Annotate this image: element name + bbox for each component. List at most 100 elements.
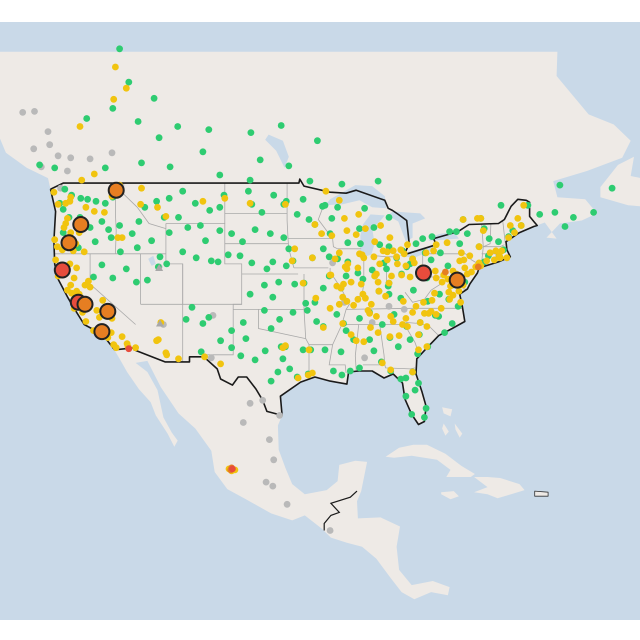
good-aqi-marker bbox=[303, 307, 311, 314]
moderate-aqi-marker bbox=[341, 215, 348, 222]
moderate-aqi-marker bbox=[387, 366, 395, 374]
great-lake bbox=[387, 211, 426, 242]
moderate-aqi-marker bbox=[383, 256, 391, 264]
moderate-aqi-marker bbox=[360, 338, 368, 346]
moderate-aqi-marker bbox=[333, 282, 341, 290]
moderate-aqi-marker bbox=[360, 254, 368, 262]
good-aqi-marker bbox=[321, 346, 329, 354]
unhealthy-aqi-marker bbox=[125, 345, 133, 353]
moderate-aqi-marker bbox=[50, 188, 58, 196]
moderate-aqi-marker bbox=[374, 329, 382, 336]
moderate-aqi-marker bbox=[93, 307, 101, 314]
no-data-marker bbox=[207, 354, 215, 362]
highlighted-monitors bbox=[53, 181, 466, 341]
good-aqi-marker bbox=[410, 286, 417, 294]
moderate-aqi-marker bbox=[82, 203, 90, 211]
good-aqi-marker bbox=[205, 126, 213, 133]
good-aqi-marker bbox=[293, 211, 301, 218]
great-salt-lake bbox=[148, 255, 156, 266]
good-aqi-marker bbox=[91, 238, 99, 246]
moderate-aqi-marker bbox=[318, 230, 325, 238]
usg-site-marker bbox=[107, 181, 125, 199]
moderate-aqi-marker bbox=[352, 231, 360, 239]
no-data-marker bbox=[19, 109, 27, 116]
no-data-marker bbox=[259, 396, 267, 404]
good-aqi-marker bbox=[217, 337, 225, 345]
good-aqi-marker bbox=[276, 316, 283, 323]
cuba-landmass bbox=[385, 444, 475, 477]
good-aqi-marker bbox=[342, 272, 350, 280]
moderate-aqi-marker bbox=[354, 264, 362, 272]
good-aqi-marker bbox=[165, 194, 173, 202]
moderate-aqi-marker bbox=[404, 323, 411, 330]
good-aqi-marker bbox=[354, 269, 362, 277]
good-aqi-marker bbox=[246, 176, 254, 184]
good-aqi-marker bbox=[156, 253, 164, 261]
good-aqi-marker bbox=[437, 249, 444, 257]
good-aqi-marker bbox=[556, 181, 564, 189]
moderate-aqi-marker bbox=[388, 272, 395, 280]
usg-aqi-marker bbox=[474, 263, 482, 271]
moderate-aqi-marker bbox=[422, 249, 430, 257]
good-aqi-marker bbox=[83, 115, 91, 122]
moderate-aqi-marker bbox=[114, 234, 122, 242]
good-aqi-marker bbox=[256, 156, 264, 164]
map-viewport[interactable] bbox=[0, 22, 640, 620]
good-aqi-marker bbox=[444, 262, 452, 270]
moderate-aqi-marker bbox=[82, 318, 90, 325]
moderate-aqi-marker bbox=[110, 95, 118, 103]
moderate-aqi-marker bbox=[64, 286, 71, 294]
good-aqi-marker bbox=[412, 240, 420, 248]
good-aqi-marker bbox=[107, 234, 115, 242]
no-data-marker bbox=[239, 419, 247, 426]
good-aqi-marker bbox=[463, 230, 471, 238]
moderate-aqi-marker bbox=[438, 278, 446, 286]
no-data-marker bbox=[30, 145, 38, 153]
station-triangle-marker bbox=[155, 319, 164, 327]
good-aqi-marker bbox=[299, 195, 307, 203]
good-aqi-marker bbox=[338, 371, 346, 379]
usg-site-marker bbox=[72, 216, 90, 233]
good-aqi-marker bbox=[205, 314, 213, 321]
good-aqi-marker bbox=[441, 329, 448, 336]
good-aqi-marker bbox=[274, 368, 282, 376]
good-aqi-marker bbox=[248, 259, 256, 267]
moderate-aqi-marker bbox=[367, 300, 375, 308]
good-aqi-marker bbox=[356, 225, 363, 233]
good-aqi-marker bbox=[197, 348, 205, 356]
moderate-aqi-marker bbox=[409, 368, 416, 376]
moderate-aqi-marker bbox=[112, 63, 119, 71]
no-data-marker bbox=[246, 399, 254, 407]
good-aqi-marker bbox=[397, 375, 405, 383]
moderate-aqi-marker bbox=[80, 248, 88, 256]
moderate-aqi-marker bbox=[468, 268, 475, 276]
good-aqi-marker bbox=[346, 367, 354, 375]
moderate-aqi-marker bbox=[90, 208, 98, 215]
good-aqi-marker bbox=[128, 230, 136, 238]
moderate-aqi-marker bbox=[331, 255, 339, 263]
moderate-aqi-marker bbox=[385, 279, 393, 287]
good-aqi-marker bbox=[385, 214, 393, 221]
good-aqi-marker bbox=[175, 214, 182, 221]
good-aqi-marker bbox=[228, 344, 236, 352]
moderate-aqi-marker bbox=[423, 343, 431, 351]
no-data-marker bbox=[385, 302, 393, 310]
moderate-aqi-marker bbox=[394, 260, 401, 268]
moderate-aqi-marker bbox=[377, 222, 384, 229]
moderate-aqi-marker bbox=[412, 302, 420, 310]
good-aqi-marker bbox=[166, 163, 174, 171]
lake-winnipeg bbox=[265, 134, 289, 168]
good-aqi-marker bbox=[344, 239, 352, 247]
moderate-aqi-marker bbox=[85, 277, 92, 285]
air-quality-map[interactable] bbox=[0, 22, 640, 620]
good-aqi-marker bbox=[133, 278, 140, 286]
good-aqi-marker bbox=[153, 197, 161, 205]
no-data-marker bbox=[262, 478, 270, 486]
good-aqi-marker bbox=[150, 94, 158, 102]
moderate-aqi-marker bbox=[475, 243, 483, 251]
no-data-marker bbox=[326, 527, 334, 534]
moderate-aqi-marker bbox=[409, 309, 416, 316]
good-aqi-marker bbox=[239, 319, 247, 326]
good-aqi-marker bbox=[197, 222, 204, 229]
usg-site-marker bbox=[99, 302, 117, 320]
